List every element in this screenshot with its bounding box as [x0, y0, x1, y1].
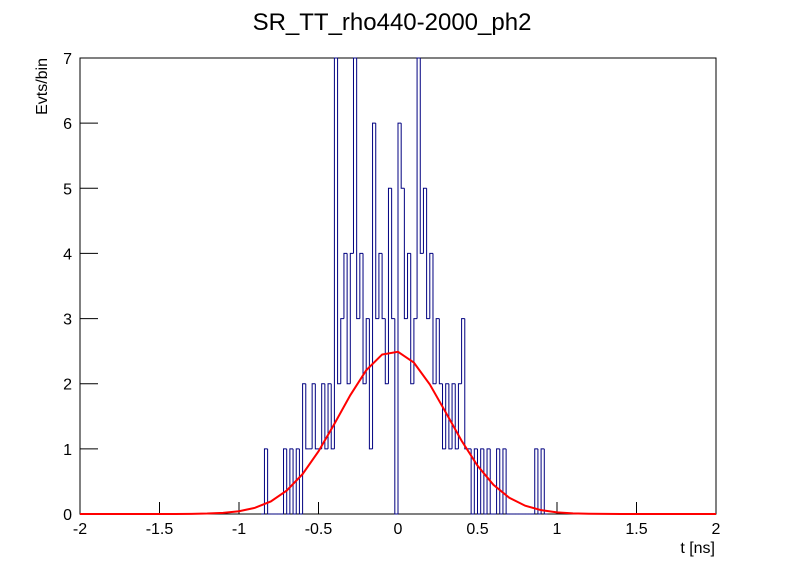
x-axis-label: t [ns]: [680, 540, 715, 557]
x-tick-label: 1: [553, 521, 562, 538]
histogram-bin: [486, 448, 491, 514]
histogram-bin: [534, 448, 538, 514]
histogram-bin: [337, 58, 341, 385]
y-tick-label: 2: [63, 377, 72, 394]
histogram-bin: [473, 448, 478, 514]
histogram-bin: [407, 252, 411, 319]
histogram-bin: [435, 318, 440, 384]
histogram-bin: [445, 383, 449, 449]
histogram-bin: [470, 448, 475, 515]
histogram-bin: [321, 383, 325, 449]
x-tick-label: -1.5: [146, 521, 174, 538]
histogram-bin: [327, 383, 332, 449]
histogram-bin: [349, 252, 354, 384]
x-tick-label: 0.5: [466, 521, 488, 538]
histogram-bin: [543, 448, 548, 515]
histogram-bin: [359, 252, 364, 319]
histogram-bin: [302, 383, 306, 514]
histogram-bin: [461, 318, 465, 384]
histogram-bin: [387, 187, 392, 384]
histogram-bin: [375, 123, 379, 320]
histogram-bin: [457, 383, 462, 449]
histogram-bin: [356, 58, 360, 320]
histogram-bin: [381, 253, 386, 320]
histogram-bin: [314, 383, 319, 450]
histogram-bin: [352, 57, 357, 254]
x-tick-label: 2: [712, 521, 721, 538]
histogram-bin: [426, 188, 430, 320]
histogram-bin: [391, 188, 395, 320]
histogram-bin: [372, 122, 376, 449]
y-tick-label: 4: [63, 246, 72, 263]
histogram-bin: [346, 253, 351, 385]
histogram-bin: [403, 188, 408, 320]
histogram-bin: [340, 318, 344, 384]
histogram-bin: [489, 448, 494, 515]
histogram-bin: [394, 318, 398, 515]
histogram-bin: [477, 448, 481, 515]
histogram-bin: [419, 58, 424, 254]
x-tick-label: -0.5: [305, 521, 333, 538]
histogram-bin: [400, 123, 405, 189]
histogram-bin: [537, 448, 542, 515]
histogram-bin: [432, 253, 437, 385]
x-tick-label: -1: [232, 521, 246, 538]
fit-curve: [80, 350, 716, 515]
histogram-bin: [505, 448, 510, 515]
histogram-bin: [267, 448, 271, 515]
histogram-bin: [305, 383, 309, 450]
histogram-bin: [295, 448, 300, 514]
chart-title: SR_TT_rho440-2000_ph2: [253, 9, 532, 36]
histogram-bin: [289, 448, 294, 514]
histogram-bin: [410, 253, 414, 385]
histogram-bin: [438, 318, 443, 385]
histogram-bin: [429, 252, 433, 319]
histogram-bin: [324, 383, 329, 450]
histogram-bin: [378, 252, 383, 319]
histogram-bin: [298, 448, 303, 515]
histogram-bin: [368, 318, 373, 450]
x-tick-label: 0: [394, 521, 403, 538]
histogram-bin: [540, 448, 545, 514]
y-tick-label: 3: [63, 312, 72, 329]
histogram-bin: [422, 187, 427, 254]
histogram-bin: [416, 57, 421, 319]
histogram-bin: [263, 448, 268, 514]
histogram-bin: [292, 448, 297, 515]
x-tick-label: 1.5: [625, 521, 647, 538]
histogram-bin: [286, 448, 290, 515]
histogram-bin: [397, 122, 402, 514]
histogram-bin: [451, 383, 456, 449]
histogram-bin: [365, 318, 370, 384]
histogram-bin: [311, 383, 316, 449]
y-tick-label: 7: [63, 51, 72, 68]
y-axis-label: Evts/bin: [34, 58, 51, 115]
histogram-bin: [333, 57, 338, 449]
histogram-bin: [330, 383, 335, 450]
histogram-bin: [362, 253, 367, 385]
histogram-bin: [496, 448, 500, 514]
histogram-bin: [480, 448, 484, 514]
histogram-bin: [384, 318, 389, 385]
y-tick-label: 5: [63, 181, 72, 198]
y-tick-label: 0: [63, 507, 72, 524]
x-tick-label: -2: [73, 521, 87, 538]
histogram-bin: [454, 383, 459, 450]
histogram-bin: [343, 252, 348, 319]
y-tick-label: 6: [63, 116, 72, 133]
histogram-bin: [499, 448, 503, 515]
histogram-bin: [483, 448, 488, 515]
histogram-bin: [448, 383, 453, 450]
y-tick-label: 1: [63, 442, 72, 459]
